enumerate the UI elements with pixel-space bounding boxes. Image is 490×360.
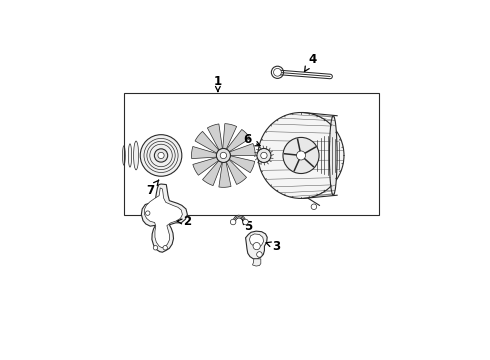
- Polygon shape: [226, 159, 246, 184]
- Circle shape: [257, 252, 262, 257]
- Circle shape: [140, 135, 182, 176]
- Polygon shape: [249, 234, 264, 247]
- Polygon shape: [193, 157, 219, 175]
- Text: 2: 2: [177, 216, 192, 229]
- Circle shape: [217, 148, 230, 162]
- Circle shape: [146, 211, 150, 215]
- Circle shape: [230, 219, 236, 225]
- Bar: [123, 93, 379, 215]
- Circle shape: [153, 246, 158, 250]
- Polygon shape: [207, 124, 222, 150]
- Circle shape: [158, 152, 164, 159]
- Text: 7: 7: [146, 180, 159, 197]
- Circle shape: [154, 149, 168, 162]
- Ellipse shape: [134, 141, 139, 170]
- Text: 3: 3: [266, 240, 280, 253]
- Polygon shape: [141, 184, 187, 252]
- Circle shape: [243, 219, 248, 225]
- Polygon shape: [202, 161, 222, 186]
- Ellipse shape: [122, 146, 125, 165]
- Circle shape: [261, 152, 267, 159]
- Text: 4: 4: [304, 53, 316, 72]
- Polygon shape: [229, 156, 255, 173]
- Polygon shape: [252, 259, 261, 266]
- Ellipse shape: [329, 116, 337, 195]
- Polygon shape: [145, 188, 182, 248]
- Polygon shape: [192, 147, 217, 159]
- Circle shape: [163, 246, 168, 250]
- Circle shape: [257, 148, 271, 162]
- Polygon shape: [219, 162, 231, 187]
- Text: 1: 1: [214, 75, 222, 91]
- Circle shape: [258, 112, 344, 198]
- Polygon shape: [226, 130, 250, 152]
- Circle shape: [273, 68, 281, 76]
- Polygon shape: [223, 123, 237, 149]
- Circle shape: [220, 152, 226, 159]
- Polygon shape: [195, 131, 219, 153]
- Circle shape: [283, 138, 319, 174]
- Circle shape: [296, 151, 306, 160]
- Polygon shape: [229, 144, 255, 156]
- Ellipse shape: [128, 144, 132, 167]
- Polygon shape: [245, 231, 267, 259]
- Circle shape: [253, 243, 260, 250]
- Text: 5: 5: [242, 219, 252, 233]
- Text: 6: 6: [243, 133, 260, 146]
